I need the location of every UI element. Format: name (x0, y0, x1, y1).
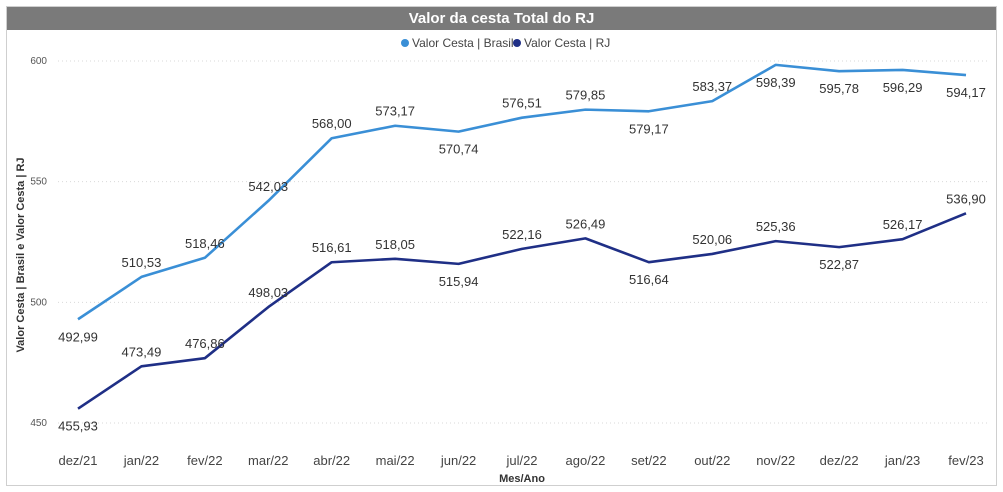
data-label: 576,51 (502, 96, 542, 111)
x-tick-label: jan/22 (123, 453, 159, 468)
data-label: 579,17 (629, 121, 669, 136)
series-line-rj[interactable] (77, 212, 967, 410)
y-tick-label: 450 (30, 418, 47, 429)
data-label: 492,99 (58, 329, 98, 344)
data-label: 516,61 (312, 240, 352, 255)
data-label: 595,78 (819, 81, 859, 96)
data-label: 596,29 (883, 80, 923, 95)
data-label: 526,17 (883, 217, 923, 232)
data-label: 455,93 (58, 419, 98, 434)
gridlines (58, 60, 990, 424)
chart-title: Valor da cesta Total do RJ (7, 7, 996, 30)
x-tick-label: jun/22 (440, 453, 476, 468)
x-tick-label: jan/23 (884, 453, 920, 468)
legend-label-brasil[interactable]: Valor Cesta | Brasil (412, 36, 514, 50)
data-label: 522,16 (502, 227, 542, 242)
x-tick-label: dez/21 (58, 453, 97, 468)
y-tick-label: 600 (30, 56, 47, 67)
x-tick-label: nov/22 (756, 453, 795, 468)
legend-marker-rj (513, 39, 521, 47)
data-label: 526,49 (566, 216, 606, 231)
legend: Valor Cesta | Brasil Valor Cesta | RJ (401, 36, 610, 50)
data-label: 522,87 (819, 257, 859, 272)
data-label: 515,94 (439, 274, 479, 289)
y-tick-label: 550 (30, 177, 47, 188)
legend-label-rj[interactable]: Valor Cesta | RJ (524, 36, 610, 50)
data-label: 568,00 (312, 116, 352, 131)
data-label: 573,17 (375, 104, 415, 119)
data-label: 542,03 (248, 179, 288, 194)
data-label: 525,36 (756, 219, 796, 234)
data-label: 510,53 (122, 255, 162, 270)
data-label: 583,37 (692, 79, 732, 94)
data-labels: 492,99 510,53 518,46 542,03 568,00 573,17 570,… (58, 75, 986, 434)
data-label: 598,39 (756, 75, 796, 90)
x-axis-ticks: dez/21 jan/22 fev/22 mar/22 abr/22 mai/22 jun/… (58, 453, 983, 468)
x-tick-label: fev/23 (948, 453, 983, 468)
data-label: 473,49 (122, 344, 162, 359)
data-label: 518,46 (185, 236, 225, 251)
x-tick-label: mai/22 (376, 453, 415, 468)
x-tick-label: set/22 (631, 453, 666, 468)
x-tick-label: out/22 (694, 453, 730, 468)
data-label: 570,74 (439, 142, 479, 157)
series-line-brasil[interactable] (77, 63, 967, 321)
series-lines (77, 63, 967, 410)
x-tick-label: ago/22 (566, 453, 606, 468)
x-axis-title: Mes/Ano (499, 473, 545, 485)
x-tick-label: jul/22 (505, 453, 537, 468)
data-label: 498,03 (248, 285, 288, 300)
y-tick-label: 500 (30, 297, 47, 308)
data-label: 520,06 (692, 232, 732, 247)
legend-marker-brasil (401, 39, 409, 47)
y-axis-ticks: 450 500 550 600 (30, 56, 47, 429)
data-label: 536,90 (946, 191, 986, 206)
y-axis-title: Valor Cesta | Brasil e Valor Cesta | RJ (15, 157, 27, 352)
data-label: 516,64 (629, 272, 669, 287)
x-tick-label: fev/22 (187, 453, 222, 468)
x-tick-label: mar/22 (248, 453, 288, 468)
data-label: 518,05 (375, 237, 415, 252)
x-tick-label: abr/22 (313, 453, 350, 468)
data-label: 579,85 (566, 88, 606, 103)
data-label: 594,17 (946, 85, 986, 100)
data-label: 476,86 (185, 336, 225, 351)
x-tick-label: dez/22 (820, 453, 859, 468)
